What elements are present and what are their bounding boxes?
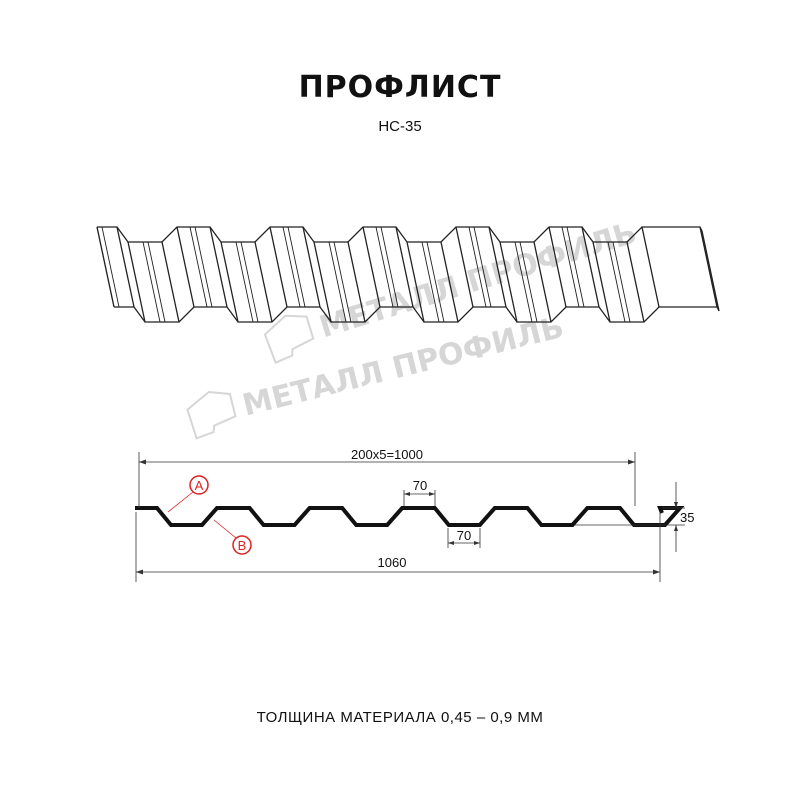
sheet-rib-line [612,241,631,323]
sheet-rib-line [235,241,254,323]
model-label: НС-35 [378,118,422,135]
sheet-rib-line [421,241,440,323]
sheet-fold-line [269,226,288,308]
callout-b: B [213,519,252,555]
sheet-fold-line [699,226,718,308]
sheet-rib-line [333,241,352,323]
sheet-fold-line [209,226,228,308]
sheet-rib-line [473,226,492,308]
sheet-rib-line [468,226,487,308]
sheet-rib-line [240,241,259,323]
isometric-sheet [96,226,720,323]
sheet-fold-line [254,241,273,323]
sheet-rib-line [189,226,208,308]
sheet-rib-line [380,226,399,308]
sheet-fold-line [455,226,474,308]
watermark-text: МЕТАЛЛ ПРОФИЛЬ [239,310,567,424]
sheet-fold-line [347,241,366,323]
sheet-rib-line [607,241,626,323]
height-label: 35 [680,510,694,525]
sheet-rib-line [282,226,301,308]
sheet-fold-line [313,241,332,323]
crest-width-label: 70 [413,478,427,493]
sheet-fold-line [220,241,239,323]
sheet-rib-line [426,241,445,323]
sheet-fold-line [499,241,518,323]
sheet-rib-line [566,226,585,308]
sheet-rib-line [561,226,580,308]
sheet-fold-line [641,226,660,308]
total-width-label: 1060 [378,555,407,570]
svg-text:A: A [195,478,204,493]
sheet-fold-line [127,241,146,323]
sheet-fold-line [581,226,600,308]
sheet-fold-line [395,226,414,308]
sheet-fold-line [488,226,507,308]
dimension-lines [135,452,685,582]
sheet-rib-line [514,241,533,323]
sheet-fold-line [701,230,720,312]
svg-text:B: B [238,538,247,553]
material-thickness: ТОЛЩИНА МАТЕРИАЛА 0,45 – 0,9 ММ [256,709,544,726]
working-width-label: 200x5=1000 [351,447,423,462]
page-title: ПРОФЛИСТ [298,70,502,105]
sheet-fold-line [406,241,425,323]
sheet-fold-line [533,241,552,323]
sheet-rib-line [519,241,538,323]
sheet-rib-line [194,226,213,308]
sheet-rib-line [142,241,161,323]
cross-section-profile [135,506,685,527]
sheet-rib-line [328,241,347,323]
sheet-fold-line [440,241,459,323]
sheet-fold-line [116,226,135,308]
sheet-rib-line [147,241,166,323]
sheet-rib-line [375,226,394,308]
sheet-rib-line [96,226,115,308]
sheet-fold-line [362,226,381,308]
sheet-fold-line [626,241,645,323]
callout-a: A [167,475,209,513]
sheet-fold-line [176,226,195,308]
sheet-fold-line [592,241,611,323]
sheet-rib-line [101,226,120,308]
sheet-fold-line [302,226,321,308]
trough-width-label: 70 [457,528,471,543]
sheet-rib-line [287,226,306,308]
sheet-fold-line [161,241,180,323]
dimension-arrows [136,459,678,575]
sheet-fold-line [548,226,567,308]
